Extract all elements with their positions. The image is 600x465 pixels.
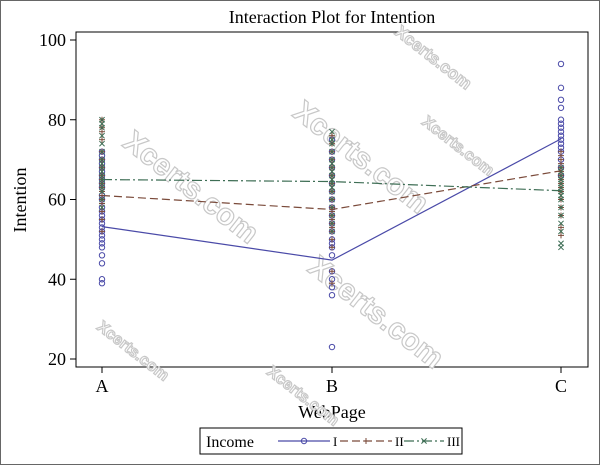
data-point — [329, 268, 335, 275]
mean-lines — [101, 138, 562, 261]
x-tick-label: A — [96, 376, 109, 396]
data-point — [99, 156, 105, 163]
data-point — [99, 116, 105, 123]
legend-label: II — [395, 434, 404, 449]
data-point — [98, 252, 106, 259]
legend-label: I — [333, 434, 337, 449]
y-tick-label: 80 — [48, 110, 66, 130]
data-point — [98, 260, 106, 267]
data-point — [99, 148, 105, 155]
data-point — [328, 252, 336, 259]
data-point — [99, 140, 105, 147]
mean-line-III — [101, 178, 562, 192]
data-point — [558, 204, 564, 211]
data-point — [558, 220, 564, 227]
legend-label: III — [447, 434, 460, 449]
data-point — [558, 232, 564, 239]
mean-line-I — [101, 138, 562, 261]
data-point — [558, 228, 564, 235]
data-point — [557, 60, 565, 68]
y-axis: 20 40 60 80 100 — [39, 30, 76, 369]
x-tick-label: B — [326, 376, 338, 396]
data-point — [329, 220, 335, 227]
data-point — [99, 132, 105, 139]
data-point — [558, 212, 564, 219]
data-point — [558, 164, 564, 171]
data-point — [557, 84, 565, 92]
x-axis-label: WebPage — [298, 402, 366, 422]
y-tick-label: 40 — [48, 269, 66, 289]
legend-marker — [421, 438, 427, 444]
data-point — [329, 236, 335, 243]
data-point — [98, 236, 106, 243]
data-point — [99, 216, 105, 223]
data-point — [98, 240, 106, 247]
y-tick-label: 20 — [48, 349, 66, 369]
y-axis-label: Intention — [10, 168, 30, 233]
data-point — [557, 120, 565, 127]
data-point — [99, 136, 105, 143]
legend-entry-II: II — [340, 434, 404, 449]
data-point — [557, 132, 565, 139]
data-point — [557, 128, 565, 135]
data-point — [99, 208, 105, 215]
data-point — [557, 140, 565, 147]
y-tick-label: 60 — [48, 190, 66, 210]
data-point — [98, 280, 106, 287]
legend-entry-I: I — [278, 434, 337, 449]
data-point — [99, 196, 105, 203]
data-points — [98, 60, 565, 351]
data-point — [329, 156, 335, 163]
legend-title: Income — [206, 434, 254, 451]
data-point — [557, 104, 565, 111]
data-point — [329, 148, 335, 155]
data-point — [557, 124, 565, 131]
data-point — [329, 132, 335, 139]
data-point — [98, 276, 106, 283]
data-point — [558, 148, 564, 155]
legend: Income I II III — [199, 427, 463, 455]
chart-title: Interaction Plot for Intention — [229, 7, 435, 27]
data-point — [329, 128, 335, 135]
data-point — [557, 96, 565, 104]
legend-marker — [363, 438, 369, 444]
data-point — [99, 228, 105, 235]
data-point — [557, 116, 565, 123]
x-tick-label: C — [555, 376, 567, 396]
data-point — [329, 244, 335, 251]
y-tick-label: 100 — [39, 30, 66, 50]
data-point — [558, 240, 564, 247]
legend-entry-III: III — [404, 434, 460, 449]
series-points-III — [99, 116, 564, 251]
data-point — [328, 292, 336, 299]
data-point — [329, 212, 335, 219]
legend-marker — [300, 437, 308, 445]
data-point — [329, 280, 335, 287]
data-point — [99, 204, 105, 211]
data-point — [328, 343, 336, 351]
legend-entries: I II III — [278, 434, 460, 449]
data-point — [329, 228, 335, 235]
data-point — [329, 136, 335, 143]
mean-line-II — [101, 170, 562, 211]
x-axis: A B C — [96, 367, 567, 396]
data-point — [558, 224, 564, 231]
data-point — [98, 244, 106, 251]
data-point — [329, 196, 335, 203]
